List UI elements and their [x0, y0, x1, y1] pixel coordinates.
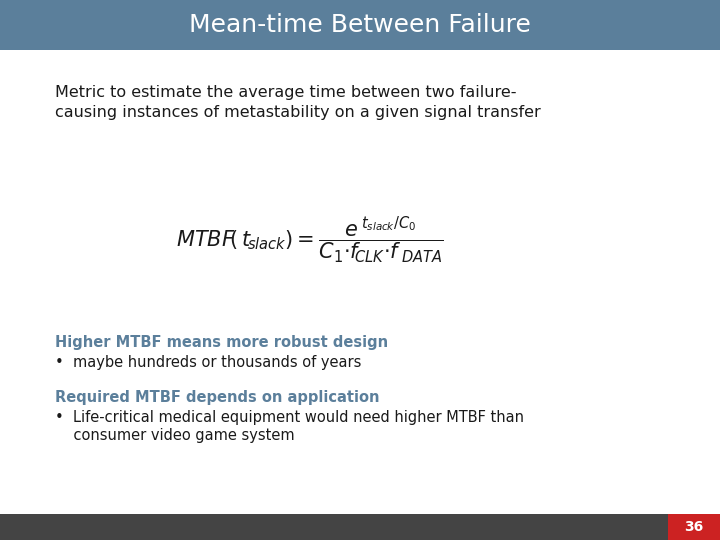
Text: •  maybe hundreds or thousands of years: • maybe hundreds or thousands of years [55, 355, 361, 370]
Text: 36: 36 [685, 520, 703, 534]
Text: $\mathit{MTBF}\!\left(\,\mathit{t}_{\!\mathit{slack}}\right)=\dfrac{\,e^{\,\math: $\mathit{MTBF}\!\left(\,\mathit{t}_{\!\m… [176, 214, 444, 266]
Text: Higher MTBF means more robust design: Higher MTBF means more robust design [55, 335, 388, 350]
Text: Metric to estimate the average time between two failure-: Metric to estimate the average time betw… [55, 85, 516, 100]
Text: causing instances of metastability on a given signal transfer: causing instances of metastability on a … [55, 105, 541, 120]
Bar [0, 514, 720, 540]
Bar [0, 0, 720, 50]
Text: •  Life-critical medical equipment would need higher MTBF than: • Life-critical medical equipment would … [55, 410, 524, 425]
Text: Required MTBF depends on application: Required MTBF depends on application [55, 390, 379, 405]
Text: consumer video game system: consumer video game system [55, 428, 294, 443]
Text: Mean-time Between Failure: Mean-time Between Failure [189, 13, 531, 37]
Bar [668, 514, 720, 540]
